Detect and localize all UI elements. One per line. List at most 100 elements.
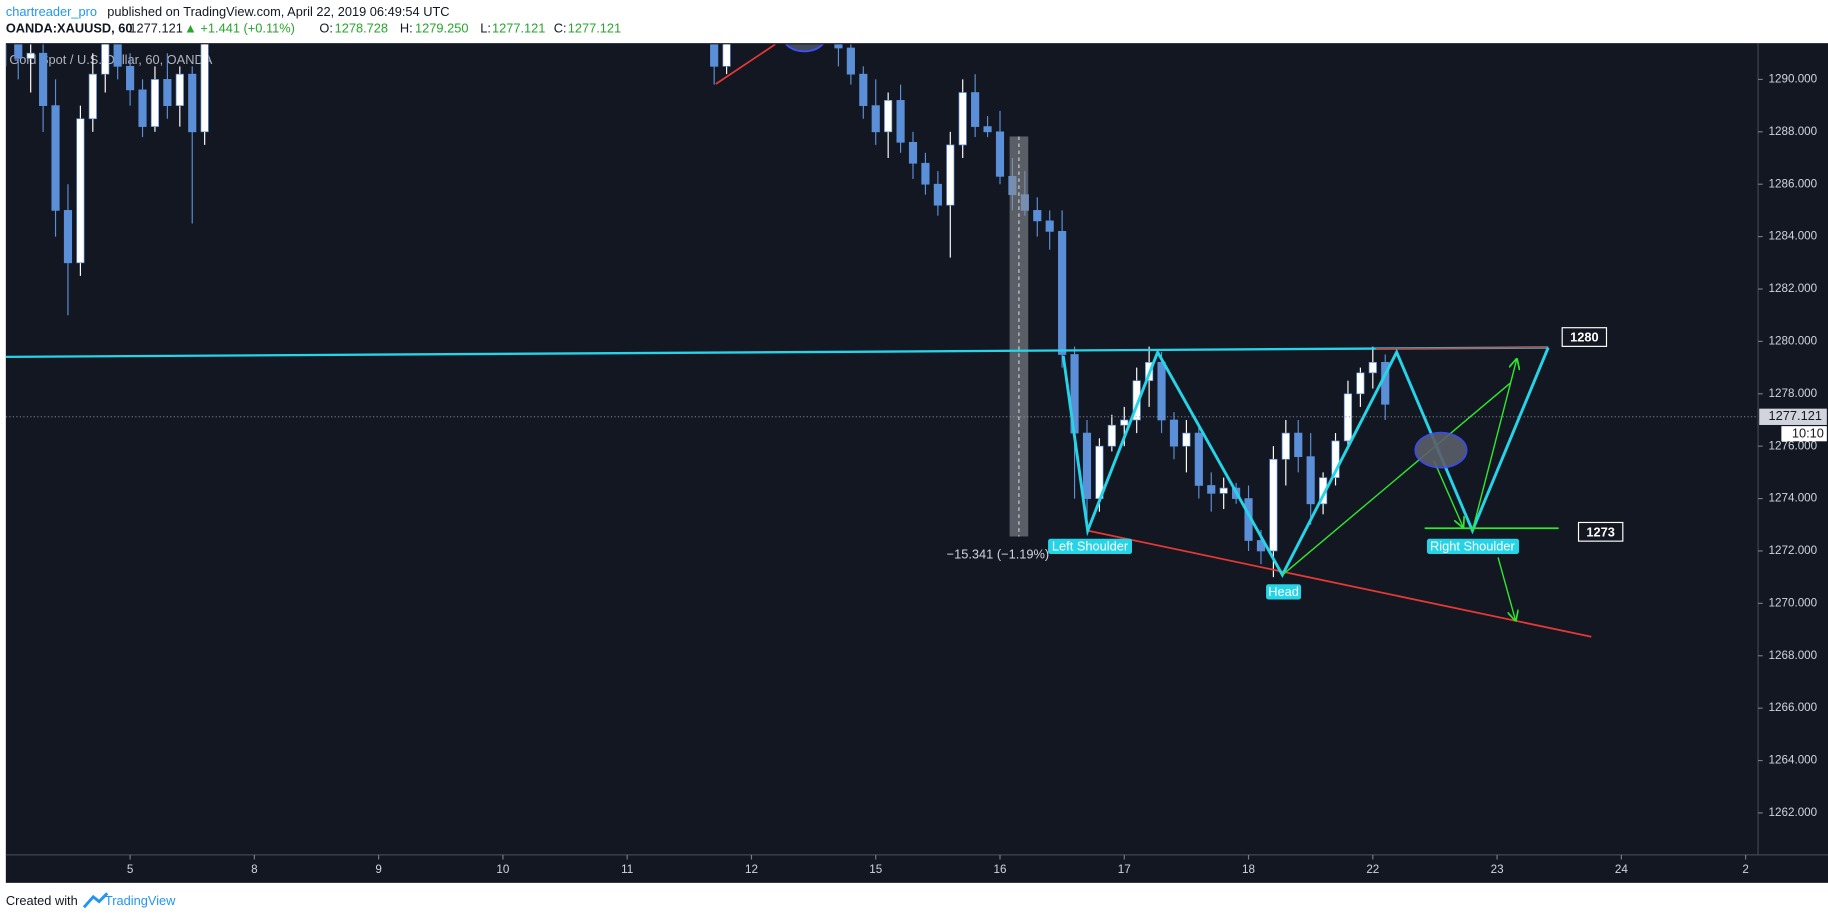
label-box [1048, 538, 1133, 554]
y-tick-label: 1290.000 [1769, 72, 1818, 85]
y-tick-label: 1284.000 [1769, 230, 1818, 243]
candle-body [138, 89, 147, 127]
level-label: 1273 [1586, 524, 1615, 539]
candle-body [983, 126, 992, 133]
x-tick-label: 11 [621, 863, 633, 876]
candle-body [1045, 220, 1054, 232]
candle-body [1269, 458, 1278, 552]
candle-body [1294, 432, 1303, 458]
candle-body [88, 73, 97, 120]
footer-brand[interactable]: TradingView [105, 893, 176, 908]
candle-body [1207, 485, 1216, 494]
candle-body [1281, 432, 1290, 460]
candle-body [1219, 487, 1228, 494]
arrow [1497, 557, 1515, 620]
measure-label: −15.341 (−1.19%) [947, 547, 1050, 562]
x-tick-label: 8 [251, 863, 257, 876]
candle-body [175, 73, 184, 106]
arrow [1433, 460, 1463, 527]
candle-body [163, 79, 172, 106]
candle-body [113, 44, 122, 67]
y-tick-label: 1262.000 [1769, 806, 1818, 819]
x-tick-label: 2 [1742, 863, 1748, 876]
candle-body [1194, 432, 1203, 486]
pattern-zigzag [1061, 346, 1550, 579]
y-tick-label: 1282.000 [1769, 282, 1818, 295]
candle-body [14, 44, 23, 59]
candle-body [846, 47, 855, 75]
y-tick-label: 1266.000 [1769, 701, 1818, 714]
trend-line [1375, 346, 1549, 350]
candle-body [896, 100, 905, 143]
x-tick-label: 23 [1491, 863, 1504, 876]
ohlc-label: H: [400, 21, 413, 36]
ohlc-label: C: [554, 21, 567, 36]
candle-body [1368, 362, 1377, 374]
candle-body [101, 44, 110, 75]
ohlc-value: 1279.250 [415, 21, 468, 36]
candle-body [710, 44, 719, 67]
ohlc-label: L: [480, 21, 491, 36]
y-tick-label: 1274.000 [1769, 492, 1818, 505]
candle-body [39, 52, 48, 106]
candle-body [26, 52, 35, 59]
y-tick-label: 1264.000 [1769, 754, 1818, 767]
x-tick-label: 5 [127, 863, 133, 876]
highlight [1414, 431, 1468, 469]
y-tick-label: 1268.000 [1769, 649, 1818, 662]
legend-title: Gold Spot / U.S. Dollar, 60, OANDA [9, 52, 212, 67]
pattern-label: Head [1268, 584, 1299, 599]
candle-body [126, 65, 135, 91]
last-price-label: 1277.121 [1769, 408, 1822, 423]
x-tick-label: 10 [496, 863, 509, 876]
candle-body [908, 141, 918, 164]
trend-line [1281, 381, 1512, 576]
y-tick-label: 1278.000 [1769, 387, 1818, 400]
candle-body [1331, 440, 1340, 478]
y-tick-label: 1288.000 [1769, 125, 1818, 138]
candle-body [884, 100, 893, 133]
x-tick-label: 24 [1615, 863, 1628, 876]
y-tick-label: 1286.000 [1769, 177, 1818, 190]
candle-body [921, 162, 930, 185]
x-tick-label: 16 [994, 863, 1007, 876]
ohlc-value: 1277.121 [492, 21, 545, 36]
candle-body [871, 105, 880, 133]
x-tick-label: 12 [745, 863, 758, 876]
x-tick-label: 17 [1118, 863, 1131, 876]
last-price-tag [1759, 408, 1827, 425]
candle-body [63, 210, 73, 264]
candle-body [51, 105, 60, 211]
candle-body [1343, 393, 1353, 442]
candle-body [1169, 419, 1179, 447]
candle-body [1082, 432, 1092, 499]
candle-body [1356, 372, 1365, 395]
measure-box [1009, 136, 1029, 537]
candle-body [76, 118, 85, 264]
ohlc-value: 1278.728 [335, 21, 388, 36]
candle-body [722, 44, 731, 67]
pattern-label: Left Shoulder [1052, 538, 1129, 553]
y-tick-label: 1276.000 [1769, 439, 1818, 452]
symbol: OANDA:XAUUSD, 60 [6, 21, 133, 36]
ohlc-label: O: [319, 21, 333, 36]
trend-line [1087, 529, 1592, 638]
axes: 1262.000 1264.000 1266.000 1268.000 1270.000… [5, 72, 1827, 876]
candle-body [859, 73, 868, 106]
label-box [1577, 521, 1624, 542]
x-tick-label: 18 [1242, 863, 1255, 876]
candles [5, 44, 1390, 578]
candle-body [1182, 432, 1191, 447]
author[interactable]: chartreader_pro [6, 4, 97, 19]
neckline [5, 346, 1549, 359]
countdown-tag [1781, 426, 1827, 442]
footer-text: Created with [6, 893, 78, 908]
candle-body [1306, 456, 1315, 505]
chart-panel [5, 43, 1828, 883]
candle-body [834, 44, 843, 49]
label-box [1266, 584, 1302, 600]
arrow [1471, 359, 1516, 531]
candle-body [971, 92, 980, 127]
y-tick-label: 1270.000 [1769, 596, 1818, 609]
candle-body [1058, 231, 1067, 355]
